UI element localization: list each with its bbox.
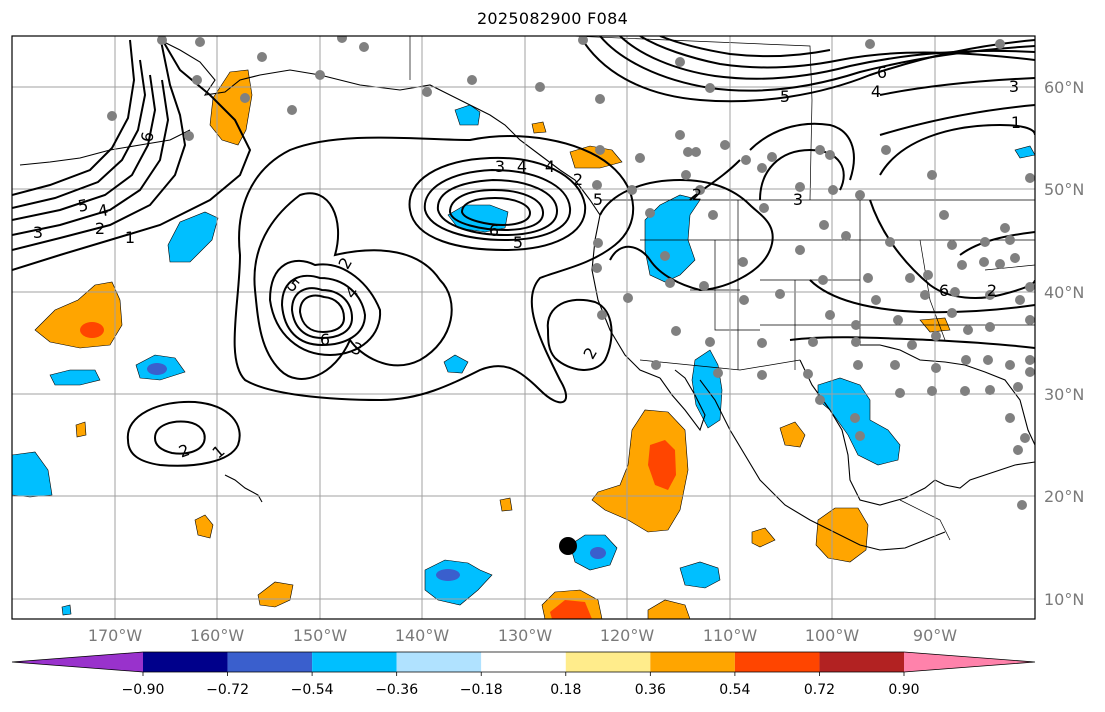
colorbar-extension-low [12, 652, 143, 672]
colorbar-bin [565, 652, 651, 672]
colorbar-label: 0.54 [719, 682, 750, 698]
colorbar-label: −0.36 [375, 682, 418, 698]
colorbar-label: 0.36 [635, 682, 666, 698]
contour-label: 2 [692, 185, 702, 204]
lon-label: 140°W [395, 626, 450, 645]
contour-label: 5 [76, 195, 89, 215]
contour-label: 1 [1011, 113, 1021, 132]
contour-label: 6 [137, 130, 157, 143]
contour-label: 4 [517, 157, 527, 176]
contour-label: 5 [780, 87, 790, 106]
map-border [11, 35, 1036, 620]
lat-label: 40°N [1044, 283, 1084, 302]
graticule [12, 36, 1035, 619]
anomaly-shading [12, 69, 1035, 619]
colorbar-bin [312, 652, 397, 672]
map-panel [12, 36, 1035, 619]
contour-label: 4 [96, 200, 109, 220]
contour-label: 2 [573, 170, 583, 189]
lon-label: 110°W [703, 626, 758, 645]
political-borders [409, 36, 1035, 541]
contour-label: 6 [320, 330, 330, 349]
colorbar-extension-high [904, 652, 1035, 672]
lon-label: 170°W [88, 626, 143, 645]
contour-label: 3 [1009, 77, 1019, 96]
lat-label: 30°N [1044, 385, 1084, 404]
contour-label: 2 [95, 219, 105, 238]
contour-label: 1 [125, 228, 135, 247]
colorbar-label: 0.90 [888, 682, 919, 698]
longitude-labels: 170°W 160°W 150°W 140°W 130°W 120°W 110°… [88, 626, 957, 645]
lat-label: 10°N [1044, 590, 1084, 609]
colorbar-label: 0.72 [804, 682, 835, 698]
contour-lines [12, 36, 1035, 467]
colorbar-bin [227, 652, 313, 672]
contour-label: 3 [793, 190, 803, 209]
lon-label: 160°W [190, 626, 245, 645]
colorbar-bin [143, 652, 228, 672]
contour-label: 5 [513, 233, 523, 252]
lon-label: 90°W [913, 626, 957, 645]
colorbar-label: −0.18 [460, 682, 503, 698]
contour-label: 5 [593, 190, 603, 209]
storm-center-marker [559, 537, 577, 555]
colorbar-bin [396, 652, 482, 672]
contour-label: 3 [33, 223, 43, 242]
latitude-labels: 60°N 50°N 40°N 30°N 20°N 10°N [1044, 78, 1084, 609]
contour-label: 4 [871, 82, 881, 101]
map-title: 2025082900 F084 [476, 9, 629, 28]
station-markers [107, 36, 1035, 510]
colorbar-label: 0.18 [550, 682, 581, 698]
contour-label: 3 [495, 157, 505, 176]
colorbar-bin [819, 652, 904, 672]
lat-label: 60°N [1044, 78, 1084, 97]
colorbar-label: −0.90 [122, 682, 165, 698]
lon-label: 120°W [600, 626, 655, 645]
colorbar-bin [481, 652, 566, 672]
colorbar-bin [650, 652, 735, 672]
colorbar-label: −0.72 [206, 682, 249, 698]
contour-label: 6 [939, 281, 949, 300]
colorbar-bin [734, 652, 820, 672]
lat-label: 50°N [1044, 180, 1084, 199]
contour-label: 4 [545, 157, 555, 176]
lat-label: 20°N [1044, 487, 1084, 506]
contour-label: 6 [489, 221, 499, 240]
lon-label: 150°W [293, 626, 348, 645]
lon-label: 130°W [498, 626, 553, 645]
lon-label: 100°W [805, 626, 860, 645]
contour-label: 2 [987, 281, 997, 300]
contour-label: 6 [877, 63, 887, 82]
colorbar: −0.90 −0.72 −0.54 −0.36 −0.18 0.18 0.36 0.54 0.7… [11, 651, 1036, 698]
colorbar-label: −0.54 [291, 682, 334, 698]
